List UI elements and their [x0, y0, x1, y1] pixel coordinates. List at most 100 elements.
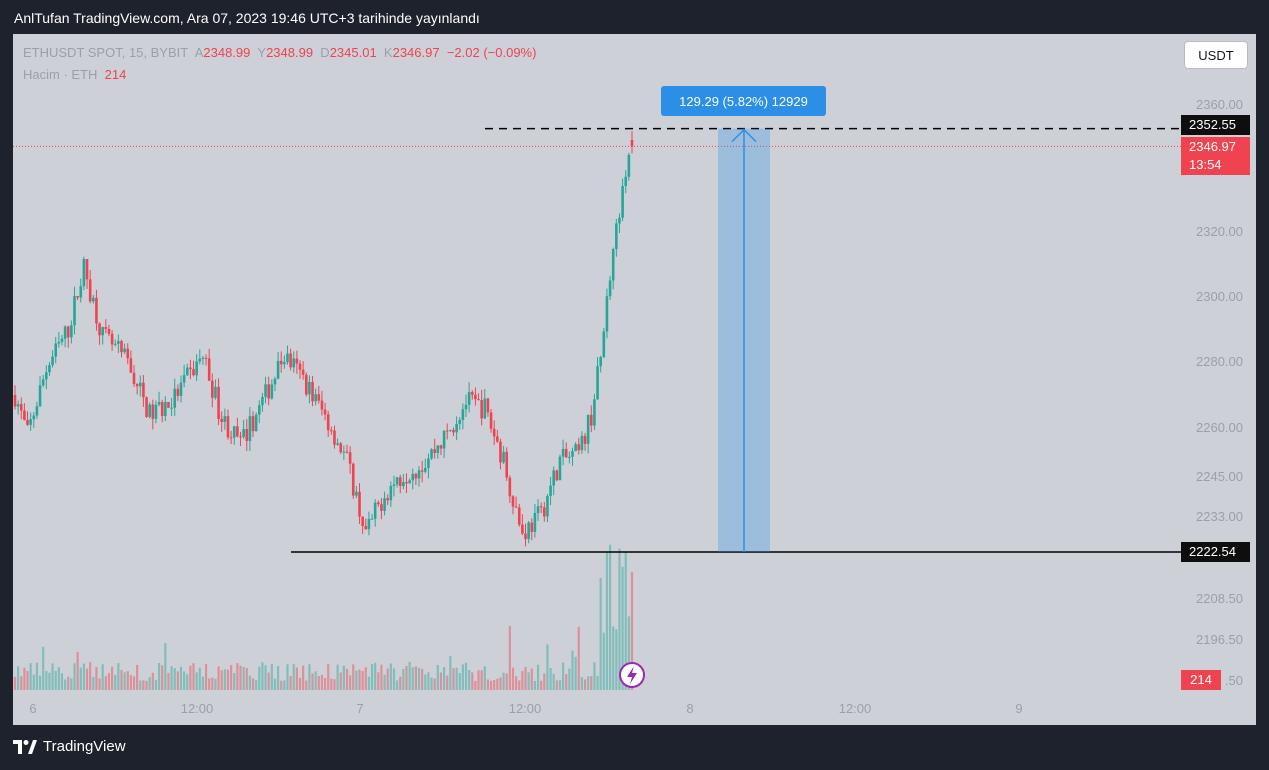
- volume-bar: [486, 679, 490, 690]
- candle-body: [85, 259, 89, 280]
- candle-body: [361, 516, 364, 526]
- candle-body: [270, 384, 274, 399]
- volume-bar: [339, 672, 342, 690]
- volume-bar: [85, 668, 89, 690]
- volume-bar: [261, 662, 264, 690]
- candle-body: [511, 496, 515, 507]
- volume-bar: [192, 663, 195, 690]
- volume-bar: [123, 672, 126, 690]
- symbol-label[interactable]: ETHUSDT SPOT, 15, BYBIT: [23, 45, 189, 60]
- candle-body: [345, 451, 349, 453]
- volume-bar: [201, 676, 205, 690]
- volume-bar: [587, 676, 590, 690]
- volume-bar: [38, 675, 42, 690]
- candle-body: [54, 343, 58, 357]
- volume-bar: [345, 668, 349, 690]
- volume-layer: [13, 544, 634, 690]
- candle-layer: [13, 131, 634, 547]
- candle-body: [445, 430, 449, 432]
- chart-panel[interactable]: 2360.00 2320.00 2300.00 2280.00 2260.00 2245.…: [13, 34, 1256, 725]
- candle-body: [568, 456, 571, 458]
- volume-bar: [308, 664, 311, 690]
- y-axis-tick-label: 2208.50: [1196, 591, 1243, 606]
- candle-body: [157, 402, 161, 405]
- candle-body: [624, 176, 628, 187]
- volume-bar: [540, 680, 543, 690]
- volume-bar: [624, 551, 627, 690]
- candle-body: [82, 259, 86, 287]
- candle-body: [276, 360, 280, 379]
- candle-body: [101, 327, 104, 336]
- candle-body: [392, 484, 396, 486]
- volume-bar: [204, 663, 208, 690]
- candle-body: [364, 525, 368, 530]
- x-axis-tick-label: 8: [686, 701, 693, 716]
- volume-bar: [173, 668, 176, 690]
- volume-bar: [583, 679, 587, 690]
- volume-bar: [515, 676, 518, 690]
- candle-body: [304, 374, 308, 395]
- volume-bar: [518, 680, 521, 690]
- volume-bar: [26, 670, 29, 690]
- candle-body: [470, 392, 474, 395]
- volume-bar: [98, 678, 101, 690]
- candle-body: [395, 477, 399, 485]
- volume-bar: [114, 674, 117, 690]
- candle-body: [267, 384, 270, 399]
- candle-body: [211, 380, 214, 398]
- candle-body: [533, 513, 537, 532]
- candle-body: [486, 398, 490, 413]
- candle-body: [596, 366, 599, 400]
- candle-body: [383, 498, 386, 511]
- volume-bar: [446, 675, 449, 690]
- candle-body: [323, 409, 327, 415]
- currency-button[interactable]: USDT: [1184, 41, 1248, 69]
- candle-body: [251, 416, 255, 432]
- volume-bar: [370, 664, 374, 690]
- candle-body: [26, 419, 29, 425]
- candle-body: [452, 429, 455, 433]
- candle-body: [167, 401, 170, 408]
- candle-body: [148, 404, 151, 417]
- candle-body: [342, 451, 346, 453]
- candle-body: [45, 372, 48, 380]
- volume-label[interactable]: Hacim · ETH: [23, 67, 98, 82]
- candle-body: [414, 473, 418, 479]
- candle-body: [29, 419, 32, 425]
- volume-bar: [230, 665, 233, 690]
- volume-bar: [480, 670, 483, 690]
- price-chart[interactable]: 2360.00 2320.00 2300.00 2280.00 2260.00 2245.…: [13, 34, 1256, 725]
- volume-bar: [248, 675, 251, 690]
- volume-bar: [505, 673, 508, 690]
- tradingview-logo[interactable]: TradingView: [13, 738, 126, 755]
- volume-bar: [424, 674, 427, 690]
- candle-body: [439, 445, 443, 449]
- volume-bar: [267, 672, 270, 690]
- candle-body: [474, 394, 477, 400]
- candle-body: [611, 248, 615, 281]
- volume-bar: [73, 663, 76, 690]
- candle-body: [326, 414, 330, 431]
- candle-body: [461, 409, 465, 420]
- candle-body: [586, 414, 590, 444]
- candle-body: [170, 407, 173, 409]
- candle-body: [536, 506, 540, 514]
- candle-body: [320, 400, 324, 410]
- volume-bar: [117, 663, 120, 690]
- candle-body: [51, 356, 54, 366]
- bar-countdown: 13:54: [1189, 157, 1222, 172]
- volume-bar: [120, 670, 123, 690]
- volume-bar: [292, 664, 295, 690]
- volume-bar: [377, 672, 380, 690]
- candle-body: [602, 331, 606, 358]
- volume-bar: [417, 667, 421, 690]
- candle-body: [66, 326, 70, 338]
- volume-bar: [164, 643, 167, 690]
- volume-bar: [245, 668, 248, 690]
- candle-body: [60, 338, 64, 342]
- volume-bar: [593, 662, 596, 690]
- candle-body: [549, 485, 552, 496]
- volume-bar: [161, 665, 164, 690]
- y-axis-tick-label: 2245.00: [1196, 469, 1243, 484]
- volume-bar: [311, 673, 314, 690]
